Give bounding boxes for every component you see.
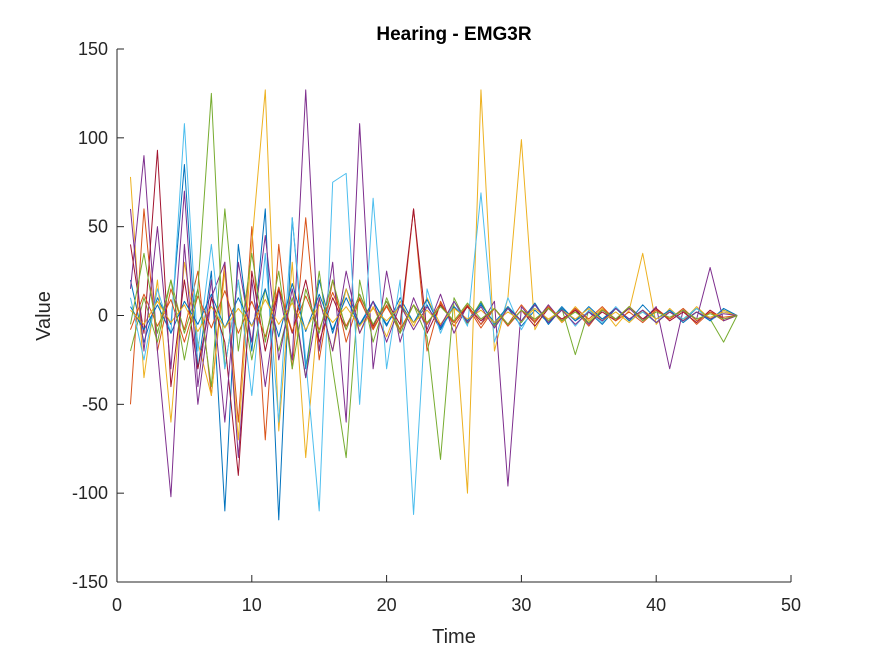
x-tick-label: 50	[781, 595, 801, 615]
y-tick-label: 50	[88, 217, 108, 237]
series-line-12	[129, 208, 738, 388]
y-tick-label: 0	[98, 306, 108, 326]
series-line-9	[130, 286, 738, 343]
y-tick-label: -100	[72, 483, 108, 503]
y-tick-label: 100	[78, 128, 108, 148]
ticks: 0 10 20 30 40 50 -150 -100 -50 0 50 100 150	[72, 39, 801, 615]
chart-title: Hearing - EMG3R	[376, 24, 531, 45]
series-line-10	[130, 299, 738, 332]
x-axis-label: Time	[432, 626, 476, 648]
x-tick-label: 10	[242, 595, 262, 615]
x-tick-label: 0	[112, 595, 122, 615]
x-tick-label: 30	[511, 595, 531, 615]
y-axis-label: Value	[33, 291, 55, 341]
y-tick-label: 150	[78, 39, 108, 59]
y-tick-label: -150	[72, 572, 108, 592]
series-line-11	[129, 190, 738, 423]
x-tick-label: 20	[377, 595, 397, 615]
series-layer	[129, 89, 738, 521]
y-tick-label: -50	[82, 394, 108, 414]
x-tick-label: 40	[646, 595, 666, 615]
